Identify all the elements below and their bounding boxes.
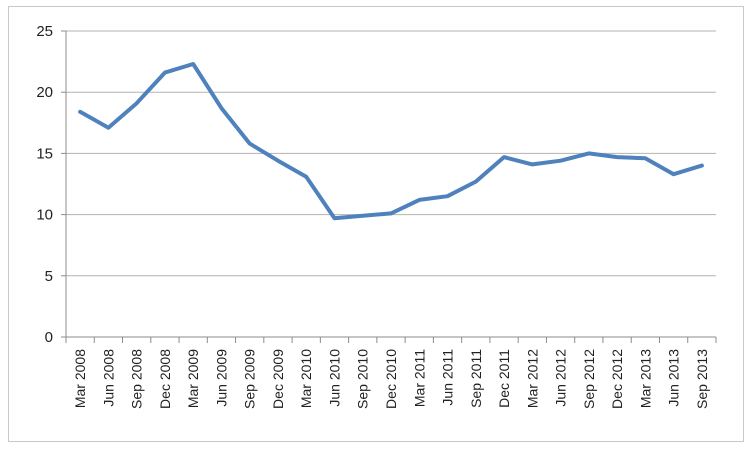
data-point <box>361 214 365 218</box>
data-point <box>672 172 676 176</box>
axes <box>61 30 717 343</box>
data-point <box>304 175 308 179</box>
x-tick-label: Dec 2012 <box>609 349 625 409</box>
x-tick-label: Mar 2011 <box>411 349 427 407</box>
x-tick-label: Sep 2012 <box>581 349 597 409</box>
data-point <box>643 156 647 160</box>
data-point <box>530 162 534 166</box>
x-tick-label: Sep 2011 <box>468 349 484 408</box>
x-tick-label: Jun 2008 <box>100 349 116 407</box>
y-tick-labels: 0 5 10 15 20 25 <box>36 23 53 346</box>
x-tick-label: Dec 2009 <box>270 349 286 409</box>
data-point <box>502 155 506 159</box>
x-tick-label: Jun 2012 <box>553 349 569 407</box>
y-tick-label: 0 <box>45 329 53 346</box>
y-tick-label: 15 <box>36 145 53 162</box>
x-tick-label: Dec 2011 <box>496 349 512 408</box>
x-tick-label: Mar 2008 <box>72 349 88 408</box>
y-tick-label: 25 <box>36 23 53 40</box>
data-point <box>446 194 450 198</box>
data-point <box>587 151 591 155</box>
x-tick-label: Sep 2010 <box>355 349 371 409</box>
data-point <box>276 159 280 163</box>
data-point <box>700 164 704 168</box>
data-point <box>219 106 223 110</box>
data-point <box>191 62 195 66</box>
x-tick-label: Jun 2013 <box>666 349 682 407</box>
data-point <box>78 110 82 114</box>
x-tick-label: Mar 2013 <box>637 349 653 408</box>
x-tick-label: Sep 2013 <box>694 349 710 409</box>
data-point <box>248 142 252 146</box>
y-tick-label: 20 <box>36 84 53 101</box>
x-tick-label: Mar 2010 <box>298 349 314 408</box>
data-point <box>135 101 139 105</box>
data-point <box>389 211 393 215</box>
x-tick-label: Sep 2008 <box>129 349 145 409</box>
data-point <box>559 159 563 163</box>
y-tick-label: 10 <box>36 207 53 224</box>
data-point <box>163 71 167 75</box>
x-tick-label: Dec 2010 <box>383 349 399 409</box>
x-tick-label: Jun 2011 <box>440 349 456 406</box>
data-point <box>474 180 478 184</box>
data-point <box>106 126 110 130</box>
x-tick-label: Mar 2009 <box>185 349 201 408</box>
x-tick-label: Jun 2010 <box>326 349 342 407</box>
x-tick-label: Dec 2008 <box>157 349 173 409</box>
data-point <box>417 198 421 202</box>
series-layer <box>78 62 704 221</box>
series-line <box>78 62 704 221</box>
x-tick-label: Mar 2012 <box>524 349 540 408</box>
x-tick-label: Sep 2009 <box>242 349 258 409</box>
data-point <box>615 155 619 159</box>
chart-frame <box>8 6 744 442</box>
y-tick-label: 5 <box>45 268 53 285</box>
data-point <box>332 216 336 220</box>
gridlines <box>66 30 716 277</box>
x-tick-labels: Mar 2008 Jun 2008 Sep 2008 Dec 2008 Mar 2009… <box>72 349 710 409</box>
x-tick-label: Jun 2009 <box>213 349 229 407</box>
